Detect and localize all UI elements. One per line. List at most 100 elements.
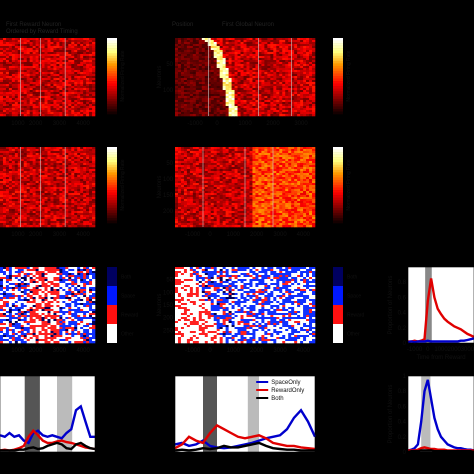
heatmap-cell <box>2 149 7 152</box>
heatmap-cell <box>306 163 310 166</box>
heatmap-cell <box>5 108 10 111</box>
heatmap-cell <box>288 42 292 45</box>
heatmap-cell <box>47 153 51 156</box>
heatmap-cell <box>92 157 96 160</box>
heatmap-cell <box>282 42 286 45</box>
heatmap-cell <box>86 189 90 192</box>
heatmap-cell <box>62 64 66 67</box>
heatmap-cell <box>71 207 75 210</box>
heatmap-cell <box>261 82 265 85</box>
heatmap-cell <box>53 187 57 190</box>
heatmap-cell <box>26 205 30 208</box>
heatmap-cell <box>297 66 301 69</box>
heatmap-cell <box>17 38 22 41</box>
heatmap-cell <box>201 96 206 99</box>
heatmap-cell <box>213 149 217 152</box>
heatmap-cell <box>14 44 19 47</box>
heatmap-cell <box>41 42 45 45</box>
heatmap-cell <box>276 74 280 77</box>
heatmap-cell <box>14 165 19 168</box>
heatmap-cell <box>0 106 4 109</box>
heatmap-cell <box>68 96 72 99</box>
heatmap-cell <box>47 90 51 93</box>
heatmap-cell <box>249 66 253 69</box>
heatmap-cell <box>74 70 78 73</box>
heatmap-cell <box>210 56 215 59</box>
heatmap-cell <box>234 46 238 49</box>
heatmap-cell <box>237 60 241 63</box>
heatmap-cell <box>92 179 96 182</box>
heatmap-cell <box>65 50 69 53</box>
heatmap-cell <box>53 213 57 216</box>
heatmap-cell <box>210 110 215 113</box>
heatmap-cell <box>258 153 262 156</box>
heatmap-cell <box>225 80 229 83</box>
heatmap-cell <box>195 40 200 43</box>
heatmap-cell <box>8 90 13 93</box>
heatmap-cell <box>240 42 244 45</box>
heatmap-cell <box>83 112 87 115</box>
heatmap-cell <box>53 50 57 53</box>
heatmap-cell <box>5 165 10 168</box>
heatmap-cell <box>189 40 194 43</box>
heatmap-cell <box>83 195 87 198</box>
heatmap-cell <box>186 90 191 93</box>
heatmap-cell <box>53 100 57 103</box>
heatmap-cell <box>201 108 206 111</box>
heatmap-cell <box>20 147 25 150</box>
heatmap-cell <box>47 76 51 79</box>
heatmap-cell <box>273 169 277 172</box>
heatmap-cell <box>23 151 28 154</box>
heatmap-cell <box>192 102 197 105</box>
heatmap-cell <box>0 173 4 176</box>
heatmap-cell <box>246 163 250 166</box>
heatmap-cell <box>270 84 274 87</box>
heatmap-cell <box>237 52 241 55</box>
heatmap-cell <box>14 223 19 226</box>
heatmap-cell <box>231 90 235 93</box>
heatmap-cell <box>71 169 75 172</box>
heatmap-cell <box>294 106 298 109</box>
x-tick-label: 2000 <box>29 232 43 238</box>
heatmap-cell <box>38 112 42 115</box>
heatmap-cell <box>177 84 182 87</box>
heatmap-cell <box>92 163 96 166</box>
heatmap-cell <box>175 62 179 65</box>
heatmap-cell <box>44 221 48 224</box>
heatmap-cell <box>228 151 232 154</box>
heatmap-cell <box>276 56 280 59</box>
heatmap-cell <box>255 169 259 172</box>
heatmap-cell <box>183 155 188 158</box>
heatmap-cell <box>252 60 256 63</box>
heatmap-cell <box>261 54 265 57</box>
heatmap-cell <box>279 159 283 162</box>
heatmap-cell <box>14 108 19 111</box>
heatmap-cell <box>180 38 185 41</box>
heatmap-cell <box>183 78 188 81</box>
heatmap-cell <box>65 175 69 178</box>
heatmap-cell <box>5 38 10 41</box>
heatmap-cell <box>83 90 87 93</box>
heatmap-cell <box>273 102 277 105</box>
heatmap-cell <box>0 191 4 194</box>
heatmap-cell <box>243 104 247 107</box>
heatmap-cell <box>5 157 10 160</box>
heatmap-cell <box>41 110 45 113</box>
heatmap-cell <box>237 94 241 97</box>
heatmap-cell <box>225 149 229 152</box>
heatmap-cell <box>65 96 69 99</box>
heatmap-cell <box>201 165 206 168</box>
heatmap-cell <box>80 50 84 53</box>
heatmap-cell <box>294 110 298 113</box>
heatmap-cell <box>32 177 36 180</box>
heatmap-cell <box>282 171 286 174</box>
heatmap-cell <box>89 165 93 168</box>
heatmap-cell <box>201 48 206 51</box>
heatmap-cell <box>11 42 16 45</box>
heatmap-cell <box>50 203 54 206</box>
heatmap-cell <box>83 52 87 55</box>
heatmap-cell <box>222 110 226 113</box>
heatmap-cell <box>222 157 226 160</box>
heatmap-cell <box>225 98 229 101</box>
heatmap-cell <box>17 66 22 69</box>
